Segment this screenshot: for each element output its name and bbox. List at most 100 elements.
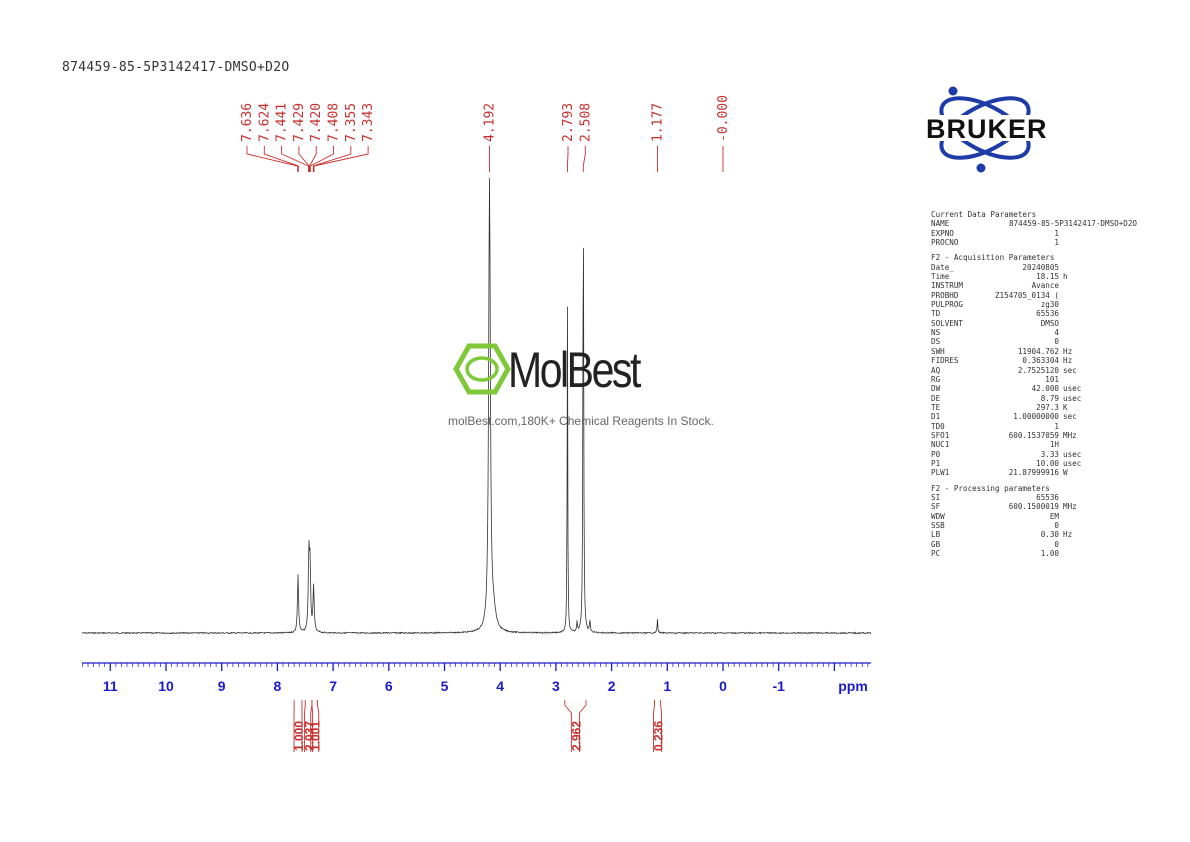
- axis-tick-label: 10: [158, 678, 174, 694]
- param-unit: usec: [1063, 458, 1082, 468]
- spectrum-trace: [81, 177, 872, 635]
- param-key: EXPNO: [931, 228, 954, 238]
- param-section: F2 - Processing parameters SI 65536 SF 600.1…: [931, 484, 1141, 559]
- axis-title: ppm: [838, 678, 868, 694]
- param-value: 4: [1054, 328, 1059, 338]
- param-key: DW: [931, 384, 941, 394]
- axis-tick-label: 5: [441, 678, 449, 694]
- param-value: 8.79: [1040, 393, 1059, 403]
- integral-value: 1.001: [309, 721, 323, 751]
- param-value: 600.1537059: [1008, 430, 1059, 440]
- peak-label-leader: [312, 146, 352, 172]
- peak-label: 2.508: [578, 103, 593, 142]
- param-section: Current Data Parameters NAME 874459-85-5P3…: [931, 210, 1141, 247]
- axis-tick-label: 7: [329, 678, 337, 694]
- param-value: 874459-85-5P3142417-DMSO+D2O: [1008, 219, 1137, 229]
- param-value: 297.3: [1036, 402, 1059, 412]
- peak-label: 7.429: [292, 103, 307, 142]
- param-unit: sec: [1063, 412, 1077, 422]
- param-value: 0.30: [1040, 530, 1059, 540]
- param-row: LB 0.30 Hz: [931, 530, 1141, 539]
- param-key: GB: [931, 539, 941, 549]
- param-row: DE 8.79 usec: [931, 394, 1141, 403]
- param-value: 65536: [1036, 492, 1059, 502]
- param-value: 1: [1054, 228, 1059, 238]
- param-unit: W: [1063, 468, 1068, 478]
- integral-value: 1.000: [292, 721, 306, 751]
- integral-bracket: [653, 700, 655, 752]
- benzene-logo-icon: [453, 343, 511, 395]
- param-value: 101: [1045, 374, 1059, 384]
- param-row: NAME 874459-85-5P3142417-DMSO+D2O: [931, 219, 1141, 228]
- param-row: P0 3.33 usec: [931, 450, 1141, 459]
- peak-label-leader: [281, 146, 309, 172]
- param-row: SFO1 600.1537059 MHz: [931, 431, 1141, 440]
- axis-tick-label: 3: [552, 678, 560, 694]
- param-unit: [1059, 328, 1063, 337]
- param-unit: [1059, 337, 1063, 346]
- param-value: zg30: [1040, 300, 1059, 310]
- peak-label: 7.355: [344, 103, 359, 142]
- param-row: D1 1.00000000 sec: [931, 412, 1141, 421]
- param-unit: MHz: [1063, 502, 1077, 512]
- param-key: AQ: [931, 365, 941, 375]
- param-unit: [1059, 281, 1063, 290]
- param-key: PROBHD: [931, 290, 959, 300]
- param-unit: [1059, 291, 1063, 300]
- param-row: RG 101: [931, 375, 1141, 384]
- molbest-wordmark: MolBest: [508, 342, 641, 398]
- param-row: AQ 2.7525120 sec: [931, 366, 1141, 375]
- param-key: PC: [931, 549, 941, 559]
- param-value: 1.00000000: [1013, 412, 1059, 422]
- param-row: PC 1.00: [931, 549, 1141, 558]
- param-key: TD0: [931, 421, 945, 431]
- param-value: 1.00: [1040, 549, 1059, 559]
- param-unit: [1059, 319, 1063, 328]
- param-unit: Hz: [1063, 346, 1073, 356]
- peak-label-leader: [298, 146, 310, 172]
- param-key: FIDRES: [931, 356, 959, 366]
- param-row: P1 10.00 usec: [931, 459, 1141, 468]
- param-row: GB 0: [931, 540, 1141, 549]
- peak-label: 1.177: [650, 103, 665, 142]
- peak-label-leader: [582, 146, 586, 172]
- param-unit: [1059, 422, 1063, 431]
- bruker-atom-icon: BRUKER: [922, 86, 1094, 173]
- param-unit: [1059, 263, 1063, 272]
- bruker-wordmark: BRUKER: [926, 114, 1048, 144]
- param-value: 1: [1054, 238, 1059, 248]
- param-key: DS: [931, 337, 941, 347]
- integral-bracket: [564, 700, 572, 752]
- peak-label-leader: [309, 146, 317, 172]
- param-key: INSTRUM: [931, 281, 964, 291]
- param-unit: MHz: [1063, 430, 1077, 440]
- param-row: PROBHD Z154705_0134 (: [931, 291, 1141, 300]
- param-unit: [1059, 238, 1063, 247]
- param-key: LB: [931, 530, 941, 540]
- param-key: NS: [931, 328, 941, 338]
- param-unit: [1059, 300, 1063, 309]
- axis-tick-label: 6: [385, 678, 393, 694]
- param-unit: [1059, 512, 1063, 521]
- param-row: TD0 1: [931, 422, 1141, 431]
- peak-label-leader: [246, 146, 299, 172]
- param-key: PLW1: [931, 468, 950, 478]
- param-unit: [1059, 440, 1063, 449]
- param-row: SI 65536: [931, 493, 1141, 502]
- param-row: EXPNO 1: [931, 229, 1141, 238]
- axis-tick-label: 8: [274, 678, 282, 694]
- param-section-title: Current Data Parameters: [931, 210, 1037, 219]
- peak-label-leader: [263, 146, 299, 172]
- peak-label: 7.441: [275, 103, 290, 142]
- peak-labels: 7.636 7.624 7.441 7.429 7.420 7.408 7.355 7.343…: [240, 95, 731, 172]
- param-key: SSB: [931, 521, 945, 530]
- param-row: NUC1 1H: [931, 440, 1141, 449]
- param-value: 42.000: [1031, 384, 1059, 394]
- peak-label-leader: [313, 146, 369, 172]
- param-value: 21.87999916: [1008, 468, 1059, 478]
- peak-label: 7.408: [327, 103, 342, 142]
- param-row: DS 0: [931, 337, 1141, 346]
- param-key: SI: [931, 492, 941, 502]
